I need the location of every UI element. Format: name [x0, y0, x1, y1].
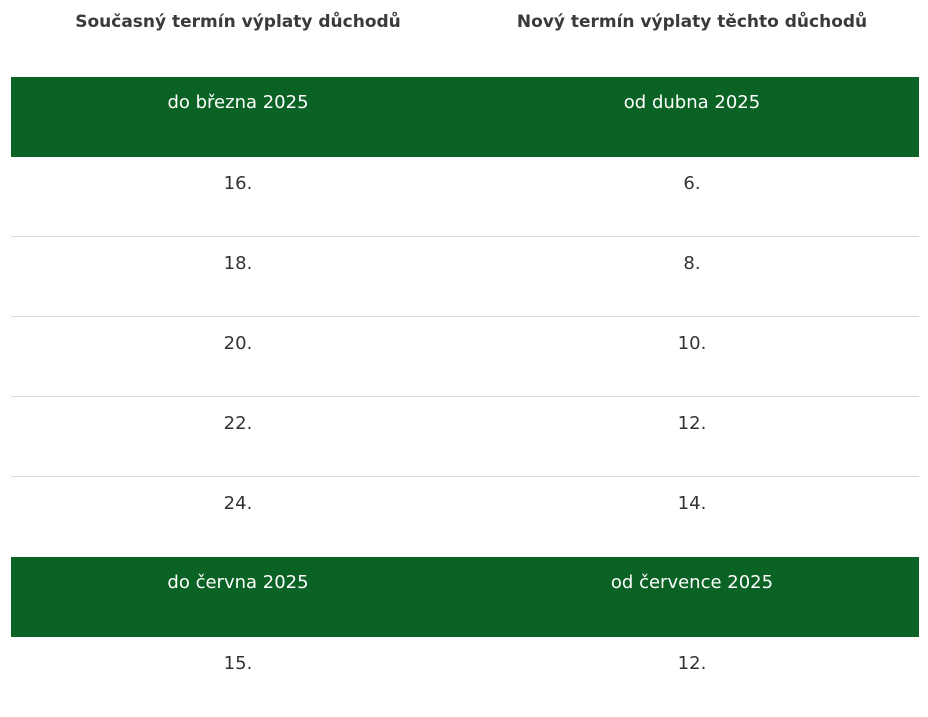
current-day-cell: 15. [223, 653, 253, 674]
table-header-row: Současný termín výplaty důchodů Nový ter… [11, 0, 919, 77]
group-current-period: do března 2025 [167, 92, 309, 113]
current-day-cell: 18. [223, 253, 253, 274]
new-day-cell: 10. [677, 333, 707, 354]
current-day-cell: 24. [223, 493, 253, 514]
group-new-period: od dubna 2025 [623, 92, 761, 113]
group-period-row: do června 2025 od července 2025 [11, 557, 919, 637]
new-day-cell: 12. [677, 413, 707, 434]
group-june-july: do června 2025 od července 2025 15. 12. [11, 557, 919, 717]
current-day-cell: 16. [223, 173, 253, 194]
group-period-row: do března 2025 od dubna 2025 [11, 77, 919, 157]
new-day-cell: 8. [683, 253, 701, 274]
table-row: 24. 14. [11, 477, 919, 557]
new-day-cell: 12. [677, 653, 707, 674]
new-day-cell: 14. [677, 493, 707, 514]
table-row: 22. 12. [11, 397, 919, 477]
new-day-cell: 6. [683, 173, 701, 194]
table-row: 20. 10. [11, 317, 919, 397]
group-current-period: do června 2025 [167, 572, 309, 593]
group-march-april: do března 2025 od dubna 2025 16. 6. 18. … [11, 77, 919, 557]
group-new-period: od července 2025 [610, 572, 774, 593]
table-row: 16. 6. [11, 157, 919, 237]
table-row: 18. 8. [11, 237, 919, 317]
pension-payment-table: Současný termín výplaty důchodů Nový ter… [11, 0, 919, 717]
header-new-term: Nový termín výplaty těchto důchodů [516, 12, 868, 32]
table-row: 15. 12. [11, 637, 919, 717]
header-current-term: Současný termín výplaty důchodů [75, 12, 401, 32]
current-day-cell: 20. [223, 333, 253, 354]
current-day-cell: 22. [223, 413, 253, 434]
